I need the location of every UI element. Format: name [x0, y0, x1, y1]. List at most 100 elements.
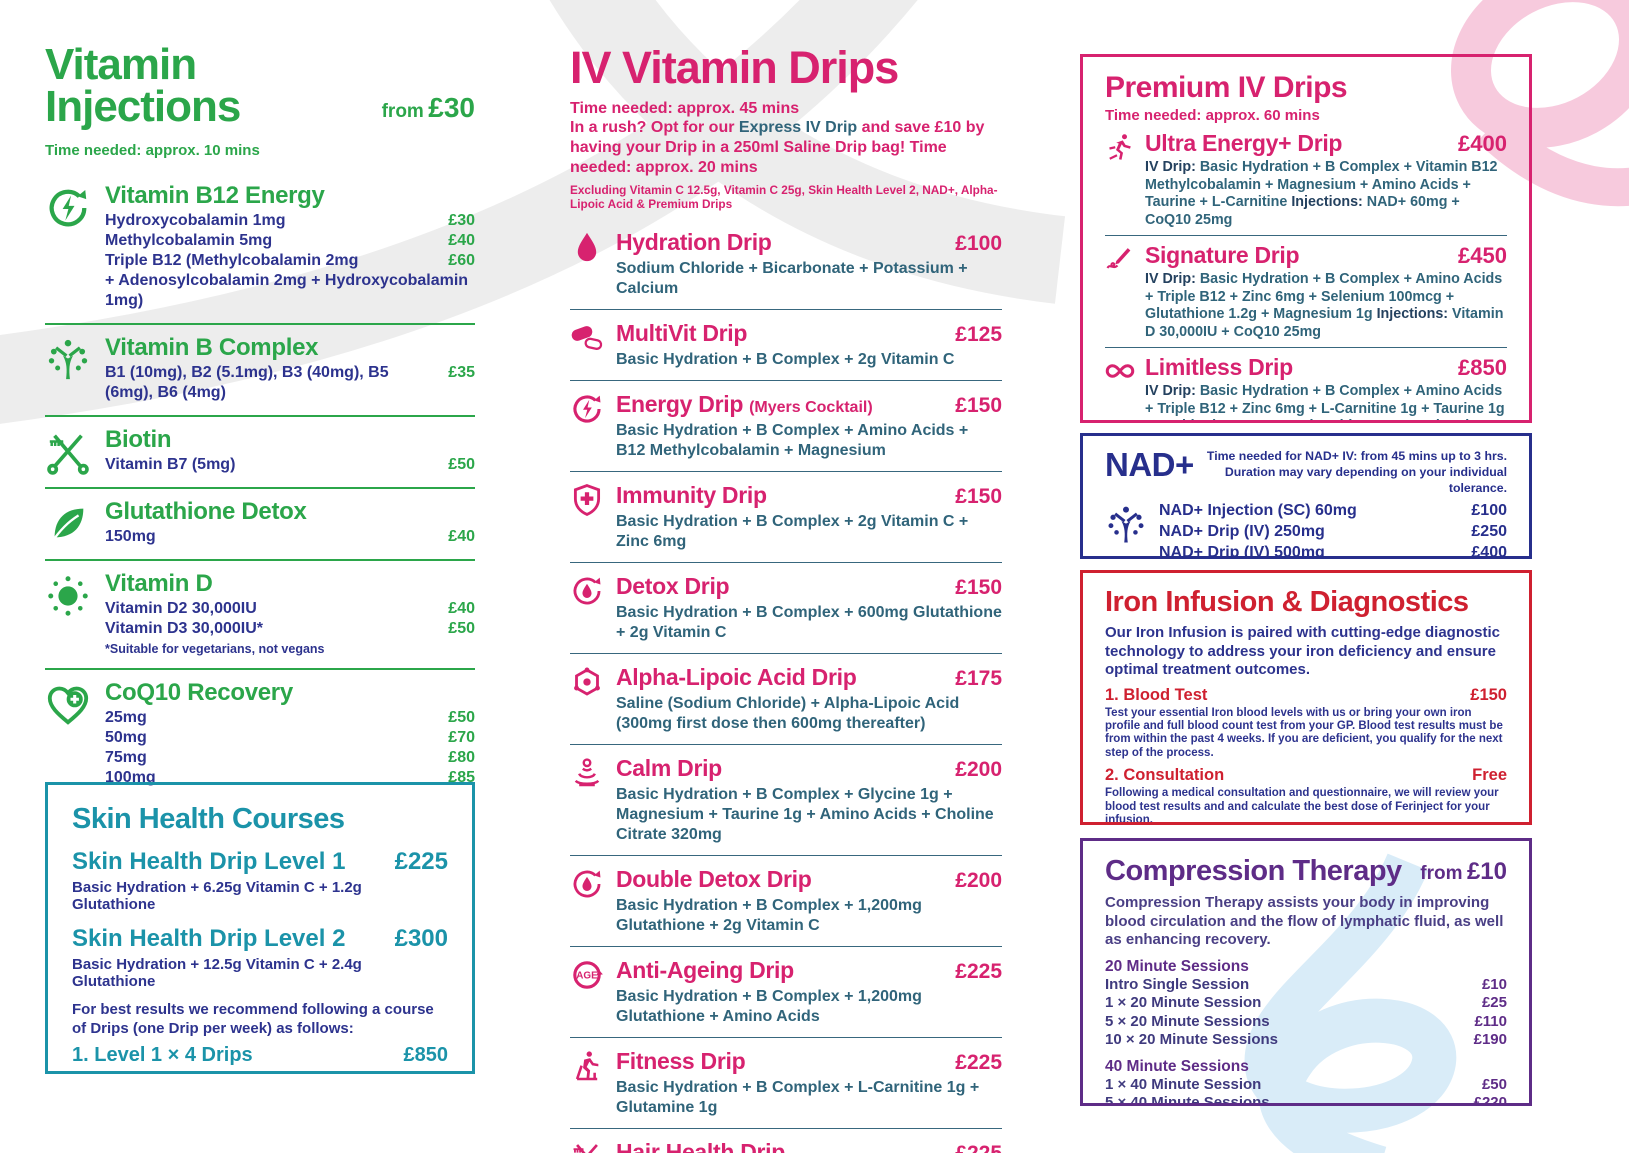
iv-drips-section: IV Vitamin Drips Time needed: approx. 45… [570, 44, 1002, 1153]
drip-desc: Basic Hydration + B Complex + 2g Vitamin… [616, 513, 969, 550]
injection-price: £30 [448, 212, 475, 229]
injection-price: £50 [448, 620, 475, 637]
separator [45, 487, 475, 489]
injection-name: Vitamin B12 Energy [105, 182, 325, 209]
skin-health-courses-box: Skin Health Courses Skin Health Drip Lev… [45, 782, 475, 1074]
express-drip-highlight: Express IV Drip [738, 119, 858, 136]
drip-item-header: Fitness Drip £225 [616, 1048, 1002, 1075]
separator [570, 471, 1002, 472]
drip-price: £200 [955, 758, 1002, 781]
compression-row-desc: 1 × 40 Minute Session [1105, 1075, 1262, 1093]
iv-drips-items: Hydration Drip £100 Sodium Chloride + Bica… [570, 219, 1002, 1153]
premium-price: £450 [1458, 243, 1507, 268]
drip-name: MultiVit Drip [616, 320, 748, 346]
drip-desc: Basic Hydration + B Complex + Glycine 1g… [616, 786, 994, 843]
injection-desc: 150mg [105, 528, 156, 545]
injection-row: 75mg £80 [105, 748, 475, 768]
injection-desc: Methylcobalamin 5mg [105, 232, 273, 249]
skin-health-entry: Skin Health Drip Level 2 £300 Basic Hydrat… [72, 925, 448, 990]
compression-row: 1 × 20 Minute Session £25 [1105, 994, 1507, 1013]
drip-name: Hair Health Drip [616, 1139, 786, 1153]
drip-price: £200 [955, 869, 1002, 892]
skin-entry-desc: Basic Hydration + 6.25g Vitamin C + 1.2g… [72, 879, 362, 913]
drip-item: Fitness Drip £225 Basic Hydration + B Comp… [570, 1038, 1002, 1128]
injection-desc: 50mg [105, 729, 147, 746]
drip-item: MultiVit Drip £125 Basic Hydration + B Com… [570, 310, 1002, 380]
drip-item-header: MultiVit Drip £125 [616, 320, 1002, 347]
injection-item: CoQ10 Recovery 25mg £50 50mg £70 75mg £80 100mg… [45, 670, 475, 800]
heart-plus-icon [45, 682, 91, 728]
injection-price: £70 [448, 729, 475, 746]
compression-row-desc: 1 × 20 Minute Session [1105, 994, 1262, 1011]
nad-main: NAD+ Injection (SC) 60mg £100 NAD+ Drip (I… [1105, 500, 1507, 556]
meditation-icon [570, 756, 604, 790]
capsules-icon [570, 321, 604, 355]
separator [1105, 235, 1507, 236]
iron-step-price: Free [1472, 766, 1507, 785]
rush-pre: In a rush? Opt for our [570, 119, 739, 136]
compression-row-price: £110 [1474, 1012, 1507, 1030]
plant-person-icon [1105, 504, 1147, 546]
compression-row-desc: 10 × 20 Minute Sessions [1105, 1031, 1278, 1048]
drip-item: Hydration Drip £100 Sodium Chloride + Bica… [570, 219, 1002, 309]
exercise-bike-icon [570, 1049, 604, 1083]
drip-name: Alpha-Lipoic Acid Drip [616, 664, 857, 690]
compression-from-label: from [1420, 863, 1463, 884]
nad-rows: NAD+ Injection (SC) 60mg £100 NAD+ Drip (I… [1159, 500, 1507, 556]
drip-item-body: MultiVit Drip £125 Basic Hydration + B Com… [616, 320, 1002, 370]
separator [45, 415, 475, 417]
skin-health-entry: Skin Health Drip Level 1 £225 Basic Hydrat… [72, 848, 448, 913]
drip-name: Double Detox Drip [616, 866, 812, 892]
iron-step-body: Following a medical consultation and que… [1105, 787, 1499, 825]
skin-course-row: 2. Level 1 × 8 Drips £1,700 [72, 1073, 448, 1074]
vitamin-injections-header: Vitamin Injections from £30 [45, 43, 475, 129]
injection-row: Vitamin D2 30,000IU £40 [105, 599, 475, 619]
drip-price: £225 [945, 1142, 1002, 1153]
compression-from-price: from £10 [1420, 858, 1507, 888]
nad-title: NAD+ [1105, 446, 1194, 483]
iron-steps: 1. Blood Test £150 Test your essential Iro… [1105, 685, 1507, 825]
compression-row-desc: 5 × 20 Minute Sessions [1105, 1012, 1270, 1030]
drip-price: £150 [955, 485, 1002, 508]
injection-item-body: Biotin Vitamin B7 (5mg) £50 [105, 427, 475, 475]
skin-entry-header: Skin Health Drip Level 2 £300 [72, 925, 448, 953]
injection-name: Vitamin B Complex [105, 334, 319, 361]
premium-desc-label: IV Drip: [1145, 271, 1196, 287]
premium-desc: IV Drip: Basic Hydration + B Complex + A… [1145, 271, 1504, 340]
from-price: from £30 [382, 92, 475, 128]
premium-desc: IV Drip: Basic Hydration + B Complex + V… [1145, 159, 1498, 228]
drip-item-body: Hydration Drip £100 Sodium Chloride + Bica… [616, 229, 1002, 299]
nad-note: Time needed for NAD+ IV: from 45 mins up… [1194, 448, 1507, 496]
drip-item-header: Anti-Ageing Drip £225 [616, 957, 1002, 984]
excluding-note: Excluding Vitamin C 12.5g, Vitamin C 25g… [570, 183, 998, 211]
bolt-cycle-icon [570, 392, 604, 426]
injection-row: Vitamin B7 (5mg) £50 [105, 455, 475, 475]
drip-item-body: Alpha-Lipoic Acid Drip £175 Saline (Sodium… [616, 664, 1002, 734]
drip-item-body: Detox Drip £150 Basic Hydration + B Comple… [616, 573, 1002, 643]
compression-row: 10 × 20 Minute Sessions £190 [1105, 1031, 1507, 1050]
drip-price: £125 [955, 323, 1002, 346]
pen-signature-icon [1105, 244, 1135, 274]
skin-entry-name: Skin Health Drip Level 1 [72, 848, 346, 875]
drip-item: Calm Drip £200 Basic Hydration + B Complex… [570, 745, 1002, 855]
premium-item: Ultra Energy+ Drip £400 IV Drip: Basic Hyd… [1105, 124, 1507, 235]
drip-item-body: Energy Drip (Myers Cocktail) £150 Basic Hyd… [616, 391, 1002, 461]
drip-item: Alpha-Lipoic Acid Drip £175 Saline (Sodium… [570, 654, 1002, 744]
iron-price-amount: £150 [1470, 685, 1507, 704]
nad-row-price: £100 [1471, 502, 1507, 519]
injection-row: 150mg £40 [105, 527, 475, 547]
separator [570, 946, 1002, 947]
separator [1105, 347, 1507, 348]
nad-row: NAD+ Drip (IV) 250mg £250 [1159, 521, 1507, 542]
compression-group-label: 20 Minute Sessions [1105, 957, 1249, 975]
skin-health-courses: 1. Level 1 × 4 Drips £850 2. Level 1 × 8 D… [72, 1044, 448, 1074]
drip-price: £225 [955, 960, 1002, 983]
injection-item-body: Glutathione Detox 150mg £40 [105, 499, 475, 547]
injection-desc: Hydroxycobalamin 1mg [105, 212, 286, 229]
scissors-comb-icon [570, 1140, 604, 1153]
premium-name: Limitless Drip [1145, 354, 1293, 380]
skin-health-entries: Skin Health Drip Level 1 £225 Basic Hydrat… [72, 848, 448, 990]
vitamin-injections-items: Vitamin B12 Energy Hydroxycobalamin 1mg £3… [45, 173, 475, 800]
